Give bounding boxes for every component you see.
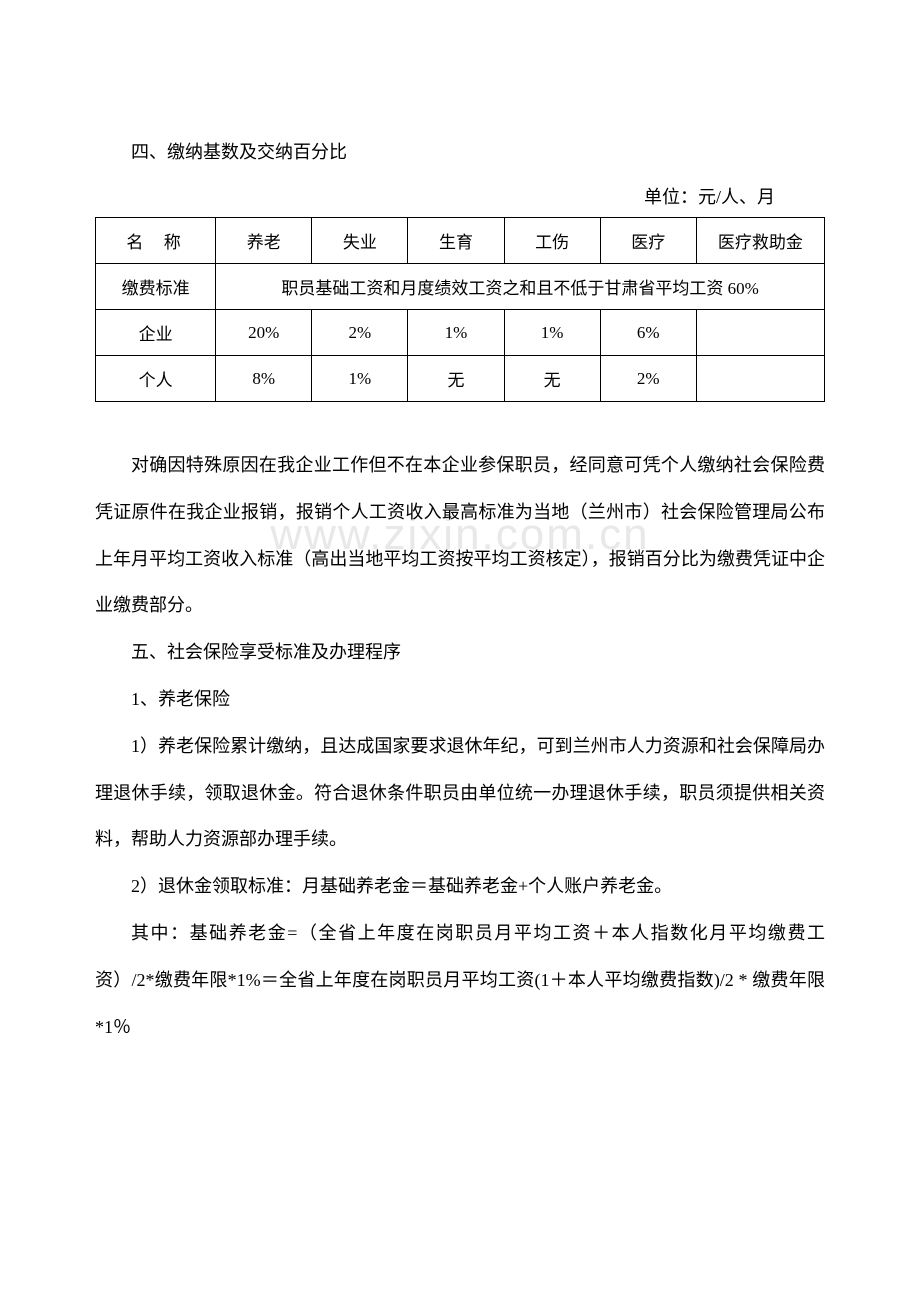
paragraph-pension-1: 1）养老保险累计缴纳，且达成国家要求退休年纪，可到兰州市人力资源和社会保障局办理…	[95, 723, 825, 863]
header-unemployment: 失业	[312, 218, 408, 264]
personal-maternity: 无	[408, 356, 504, 402]
personal-label: 个人	[96, 356, 216, 402]
table-row-company: 企业 20% 2% 1% 1% 6%	[96, 310, 825, 356]
paragraph-pension-2: 2）退休金领取标准：月基础养老金＝基础养老金+个人账户养老金。	[95, 863, 825, 910]
header-medical: 医疗	[600, 218, 696, 264]
company-injury: 1%	[504, 310, 600, 356]
header-injury: 工伤	[504, 218, 600, 264]
standard-value: 职员基础工资和月度绩效工资之和且不低于甘肃省平均工资 60%	[216, 264, 825, 310]
company-medical-aid	[696, 310, 824, 356]
section-5-heading: 五、社会保险享受标准及办理程序	[95, 629, 825, 676]
personal-injury: 无	[504, 356, 600, 402]
section-4-heading: 四、缴纳基数及交纳百分比	[95, 130, 825, 175]
header-maternity: 生育	[408, 218, 504, 264]
contribution-table: 名称 养老 失业 生育 工伤 医疗 医疗救助金 缴费标准 职员基础工资和月度绩效…	[95, 217, 825, 402]
personal-pension: 8%	[216, 356, 312, 402]
company-medical: 6%	[600, 310, 696, 356]
standard-label: 缴费标准	[96, 264, 216, 310]
personal-medical: 2%	[600, 356, 696, 402]
personal-unemployment: 1%	[312, 356, 408, 402]
paragraph-pension-3: 其中：基础养老金=（全省上年度在岗职员月平均工资＋本人指数化月平均缴费工资）/2…	[95, 910, 825, 1050]
company-label: 企业	[96, 310, 216, 356]
header-medical-aid: 医疗救助金	[696, 218, 824, 264]
table-header-row: 名称 养老 失业 生育 工伤 医疗 医疗救助金	[96, 218, 825, 264]
company-pension: 20%	[216, 310, 312, 356]
paragraph-pension-title: 1、养老保险	[95, 676, 825, 723]
paragraph-exception: 对确因特殊原因在我企业工作但不在本企业参保职员，经同意可凭个人缴纳社会保险费凭证…	[95, 442, 825, 629]
personal-medical-aid	[696, 356, 824, 402]
table-row-standard: 缴费标准 职员基础工资和月度绩效工资之和且不低于甘肃省平均工资 60%	[96, 264, 825, 310]
company-unemployment: 2%	[312, 310, 408, 356]
header-name: 名称	[96, 218, 216, 264]
unit-label: 单位：元/人、月	[95, 183, 825, 209]
header-pension: 养老	[216, 218, 312, 264]
table-row-personal: 个人 8% 1% 无 无 2%	[96, 356, 825, 402]
document-content: 四、缴纳基数及交纳百分比 单位：元/人、月 名称 养老 失业 生育 工伤 医疗 …	[95, 130, 825, 1050]
company-maternity: 1%	[408, 310, 504, 356]
